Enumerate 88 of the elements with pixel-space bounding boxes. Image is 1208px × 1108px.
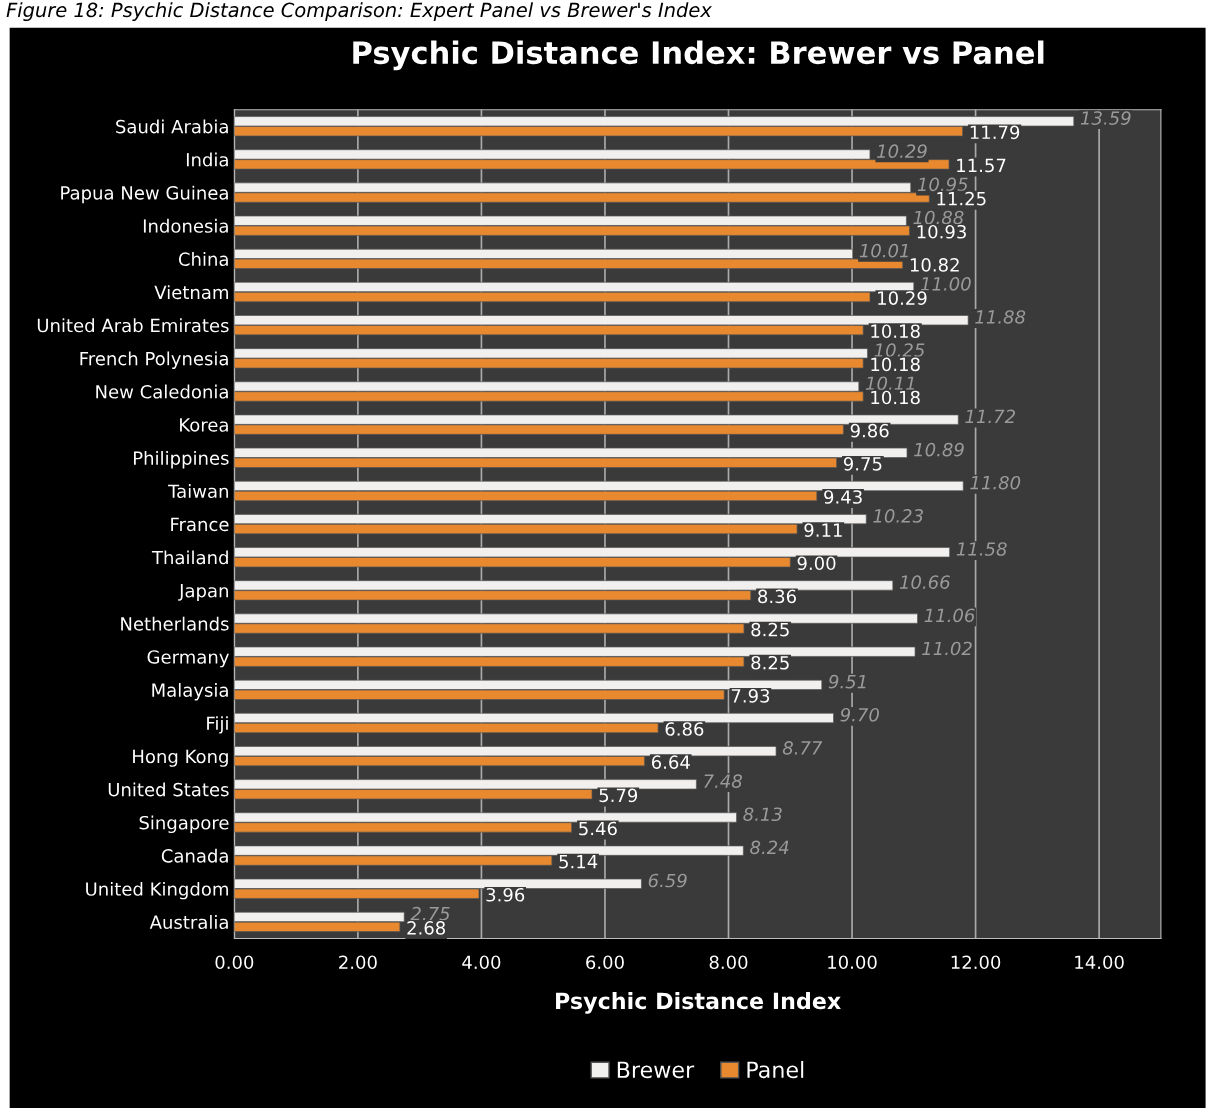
data-label: 10.82: [910, 258, 959, 272]
data-label: 8.25: [751, 622, 789, 637]
data-label: 2.75: [410, 906, 450, 921]
data-label: 10.01: [859, 243, 908, 258]
data-label: 10.23: [873, 509, 923, 523]
y-tick-label: Japan: [178, 584, 228, 601]
data-label: 5.46: [579, 821, 617, 836]
y-tick-label: Netherlands: [121, 616, 229, 631]
data-label: 8.77: [782, 741, 823, 755]
y-tick-label: Canada: [161, 848, 228, 863]
data-label: 9.00: [797, 556, 836, 571]
y-tick-label: India: [186, 152, 228, 167]
data-label: 8.25: [751, 655, 789, 670]
y-tick-label: France: [171, 517, 229, 532]
data-label: 9.86: [850, 423, 889, 438]
y-tick-label: French Polynesia: [80, 351, 228, 369]
y-tick-label: Vietnam: [154, 285, 228, 300]
data-label: 8.13: [743, 807, 782, 822]
y-tick-label: United Arab Emirates: [37, 318, 229, 333]
data-label: 6.64: [651, 755, 690, 770]
x-tick-label: 4.00: [462, 955, 501, 970]
x-axis-title: Psychic Distance Index: [556, 992, 841, 1014]
y-tick-label: China: [178, 252, 228, 266]
data-label: 8.24: [750, 840, 789, 855]
data-label: 6.86: [665, 722, 704, 736]
data-label: 3.96: [486, 887, 525, 902]
data-label: 10.66: [899, 575, 950, 589]
data-label: 9.43: [824, 490, 862, 504]
x-tick-label: 8.00: [709, 955, 748, 970]
data-label: 9.51: [828, 674, 866, 689]
data-label: 11.58: [956, 542, 1007, 556]
y-tick-label: Taiwan: [168, 484, 228, 499]
data-label: 9.75: [843, 456, 882, 471]
y-tick-label: Saudi Arabia: [116, 119, 228, 134]
data-label: 2.68: [407, 921, 446, 935]
data-label: 10.11: [865, 376, 914, 391]
x-tick-label: 10.00: [828, 955, 877, 970]
y-tick-label: Fiji: [207, 716, 228, 734]
data-label: 10.25: [874, 343, 925, 357]
data-label: 10.18: [871, 324, 920, 339]
data-label: 13.59: [1080, 111, 1131, 125]
caption: Figure 18: Psychic Distance Comparison: Expert Panel vs Brewer's Index: [6, 2, 712, 22]
chart-title: Psychic Distance Index: Brewer vs Panel: [353, 40, 1044, 71]
y-tick-label: Korea: [180, 418, 228, 432]
data-label: 11.00: [920, 276, 971, 291]
y-tick-label: Australia: [149, 915, 228, 930]
data-label: 9.11: [804, 523, 842, 537]
x-tick-label: 2.00: [339, 955, 377, 970]
data-label: 11.57: [957, 158, 1006, 173]
data-label: 10.29: [877, 144, 927, 159]
data-label: 11.06: [924, 608, 975, 623]
data-label: 7.93: [731, 689, 770, 703]
y-tick-label: Thailand: [151, 550, 228, 565]
x-tick-label: 6.00: [586, 955, 624, 970]
data-label: 5.14: [559, 855, 598, 869]
data-label: 10.29: [878, 291, 927, 305]
data-label: 11.88: [975, 310, 1026, 324]
legend-label: Brewer: [617, 1061, 695, 1079]
legend-label: Panel: [747, 1060, 804, 1079]
y-tick-label: Papua New Guinea: [61, 185, 228, 204]
data-label: 11.72: [965, 409, 1016, 423]
data-label: 11.25: [937, 191, 986, 206]
data-label: 8.36: [758, 589, 796, 604]
y-tick-label: Singapore: [139, 815, 229, 834]
y-tick-label: Hong Kong: [133, 749, 228, 767]
y-tick-label: United Kingdom: [86, 881, 228, 900]
data-label: 10.95: [917, 177, 968, 192]
x-tick-label: 14.00: [1075, 955, 1124, 970]
data-label: 10.18: [871, 390, 920, 405]
x-tick-label: 0.00: [215, 955, 254, 970]
y-tick-label: Indonesia: [143, 218, 228, 233]
data-label: 10.18: [871, 357, 920, 372]
y-tick-label: New Caledonia: [96, 384, 228, 399]
data-label: 11.80: [970, 475, 1021, 490]
y-tick-label: Malaysia: [152, 682, 228, 701]
data-label: 11.79: [970, 125, 1020, 140]
data-label: 10.93: [917, 224, 966, 239]
data-label: 11.02: [922, 641, 972, 656]
data-label: 7.48: [704, 774, 742, 788]
y-tick-label: Germany: [147, 650, 229, 668]
x-tick-label: 12.00: [951, 955, 1001, 970]
data-label: 10.89: [914, 442, 964, 457]
y-tick-label: United States: [108, 782, 229, 797]
y-tick-label: Philippines: [133, 450, 229, 469]
data-label: 10.88: [913, 210, 964, 225]
data-label: 5.79: [599, 788, 638, 803]
data-label: 6.59: [648, 873, 687, 888]
data-label: 9.70: [840, 707, 879, 722]
